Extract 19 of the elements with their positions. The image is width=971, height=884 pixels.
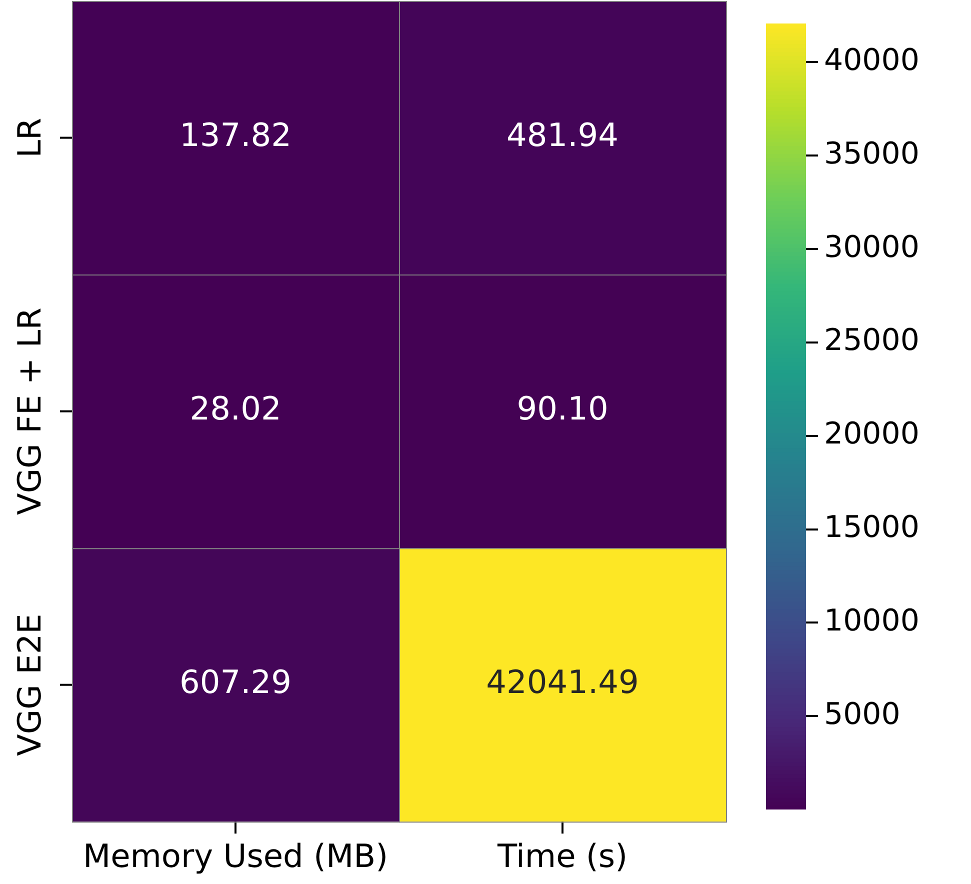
data-label: 137.82: [180, 116, 292, 154]
color-bar-label: 15000: [824, 510, 920, 546]
data-label: 481.94: [506, 116, 618, 154]
y-tick-label: LR: [10, 118, 48, 158]
color-bar-label: 30000: [824, 230, 920, 265]
y-tick-label: VGG E2E: [10, 614, 48, 756]
data-label: 28.02: [190, 390, 282, 428]
color-bar-label: 40000: [824, 42, 920, 78]
data-label: 90.10: [516, 390, 608, 428]
color-bar-label: 35000: [824, 136, 920, 172]
color-bar-label: 25000: [824, 323, 920, 358]
data-label: 607.29: [180, 663, 292, 702]
color-bar-label: 20000: [824, 416, 920, 452]
x-tick-label: Memory Used (MB): [82, 837, 388, 876]
x-tick-label: Time (s): [496, 837, 628, 876]
data-label: 42041.49: [486, 663, 639, 702]
color-bar-label: 10000: [824, 603, 920, 638]
color-bar-label: 5000: [824, 696, 900, 732]
y-tick-label: VGG FE + LR: [10, 308, 48, 516]
